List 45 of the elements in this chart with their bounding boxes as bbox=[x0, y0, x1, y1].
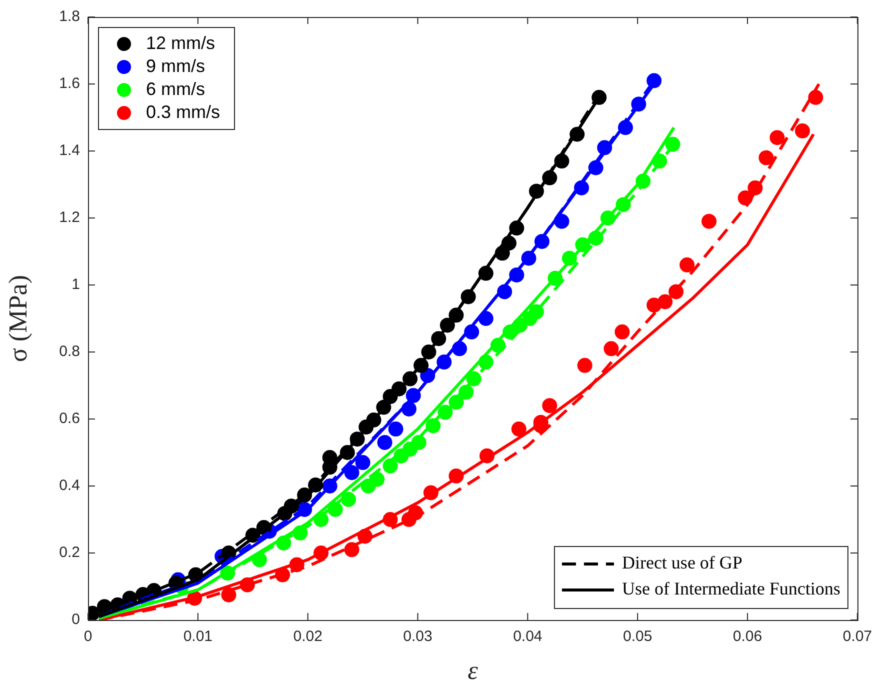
point bbox=[614, 324, 630, 340]
legend-label: 9 mm/s bbox=[146, 56, 206, 76]
legend-label: 12 mm/s bbox=[146, 32, 216, 53]
y-tick-label: 1.8 bbox=[59, 8, 80, 26]
y-tick-label: 1 bbox=[72, 276, 80, 294]
legend-label: Direct use of GP bbox=[622, 552, 742, 573]
y-tick-label: 0.2 bbox=[59, 544, 80, 562]
x-tick-label: 0.04 bbox=[513, 628, 542, 646]
legend-label: 0.3 mm/s bbox=[146, 102, 220, 122]
point bbox=[758, 150, 774, 166]
point bbox=[604, 341, 619, 356]
point bbox=[702, 214, 717, 229]
y-tick-label: 0 bbox=[72, 611, 80, 628]
point bbox=[542, 398, 558, 414]
x-axis-title: ε bbox=[468, 656, 479, 686]
x-tick-label: 0.02 bbox=[293, 628, 322, 646]
x-tick-label: 0 bbox=[84, 628, 92, 646]
point bbox=[770, 130, 785, 146]
legend-label: Use of Intermediate Functions bbox=[622, 578, 840, 599]
y-tick-label: 0.4 bbox=[59, 477, 80, 494]
point bbox=[344, 465, 360, 480]
point bbox=[794, 123, 810, 138]
legend-label: 6 mm/s bbox=[146, 78, 206, 99]
point bbox=[388, 422, 404, 437]
x-tick-label: 0.07 bbox=[842, 628, 872, 646]
point bbox=[577, 358, 592, 373]
y-tick-label: 1.4 bbox=[59, 142, 80, 160]
y-tick-label: 1.2 bbox=[59, 209, 80, 226]
y-tick-label: 0.6 bbox=[59, 410, 80, 428]
y-tick-label: 1.6 bbox=[59, 75, 80, 92]
point bbox=[411, 434, 426, 450]
x-tick-label: 0.01 bbox=[183, 628, 213, 646]
x-tick-label: 0.06 bbox=[732, 628, 762, 646]
y-axis-title: σ (MPa) bbox=[3, 275, 32, 362]
y-tick-label: 0.8 bbox=[59, 343, 80, 360]
point bbox=[377, 434, 392, 450]
point bbox=[458, 384, 474, 400]
x-tick-label: 0.05 bbox=[622, 628, 652, 646]
point bbox=[680, 257, 695, 272]
point bbox=[426, 418, 441, 434]
x-tick-label: 0.03 bbox=[403, 628, 432, 646]
point bbox=[355, 455, 370, 470]
point bbox=[808, 90, 824, 105]
point bbox=[511, 422, 526, 437]
point bbox=[344, 542, 360, 558]
